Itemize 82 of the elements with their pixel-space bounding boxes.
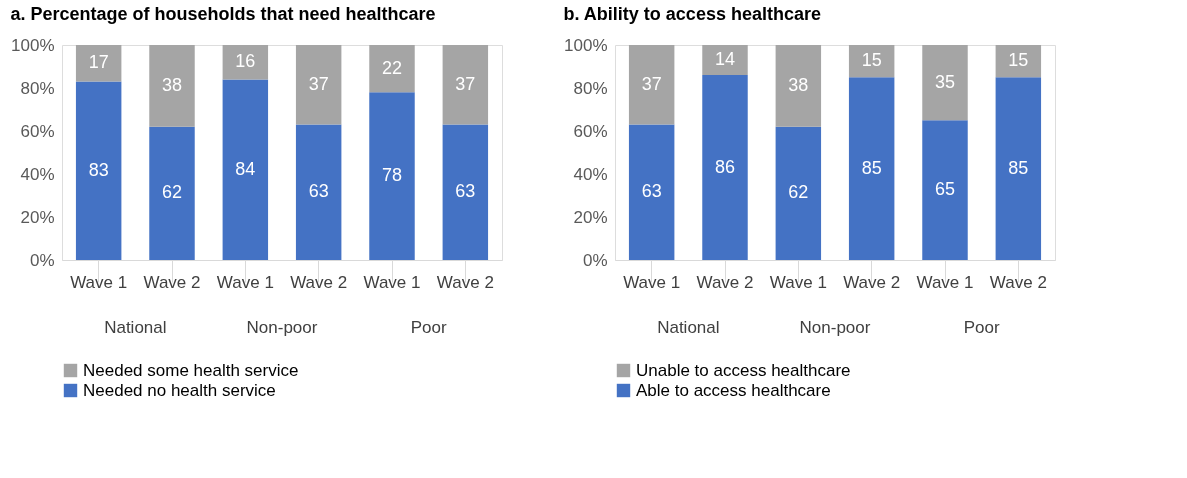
data-label: 15 [1008,50,1029,71]
bar [775,45,822,127]
text: Poor [410,318,447,337]
y-tick-label: 60% [20,121,55,141]
bar [702,75,748,260]
y-tick-label: 100% [11,35,55,55]
y-tick-label: 80% [573,78,608,98]
legend-label: Able to access healthcare [636,380,831,400]
data-label: 62 [788,182,809,203]
y-tick-label: 80% [20,78,55,98]
chart-title: b. Ability to access healthcare [563,4,821,24]
data-label: 37 [641,73,662,94]
bar [702,45,748,76]
data-label: 63 [455,181,476,202]
bar [628,124,675,260]
data-label: 17 [88,52,109,73]
bar [295,124,342,260]
bar [369,92,415,260]
bar [295,45,342,125]
chart-title: a. Percentage of households that need healthcare [10,4,436,24]
y-tick-label: 0% [582,250,608,270]
bar [922,120,968,260]
legend-label: Needed some health service [83,360,299,380]
x-tick-label: Wave 1 [216,272,274,292]
data-label: 84 [235,158,256,179]
x-tick-label: Wave 1 [916,272,974,292]
data-label: 38 [788,74,809,95]
data-label: 63 [641,181,662,202]
legend-label: Unable to access healthcare [636,360,851,380]
text: Poor [963,318,1000,337]
x-tick-label: Wave 1 [70,272,128,292]
x-tick-label: Wave 2 [143,272,201,292]
data-label: 15 [861,50,882,71]
text: Non-poor [799,318,871,337]
data-label: 38 [161,74,183,95]
bar [75,81,122,260]
x-tick-label: Wave 2 [436,272,494,292]
y-tick-label: 40% [573,164,608,184]
bar [75,45,122,82]
bar [369,45,415,93]
data-label: 83 [88,159,109,180]
data-label: 35 [934,71,956,92]
x-tick-label: Wave 2 [843,272,901,292]
y-tick-label: 60% [573,121,608,141]
data-label: 85 [861,157,882,178]
bar [922,45,968,121]
bar [149,45,195,127]
data-label: 62 [161,182,183,203]
bar [848,45,895,78]
data-label: 78 [381,165,403,186]
x-tick-label: Wave 1 [623,272,681,292]
text: Non-poor [246,318,318,337]
data-label: 85 [1008,157,1029,178]
bar [442,124,489,260]
x-tick-label: Wave 2 [290,272,348,292]
data-label: 37 [455,73,476,94]
y-tick-label: 40% [20,164,55,184]
data-label: 86 [714,156,736,177]
text: National [657,318,720,337]
text: National [104,318,167,337]
x-tick-label: Wave 2 [696,272,754,292]
bar [222,79,269,260]
bar [848,77,895,260]
data-label: 14 [714,49,736,70]
y-tick-label: 20% [20,207,55,227]
legend-label: Needed no health service [83,380,276,400]
bar [775,126,822,260]
x-tick-label: Wave 2 [989,272,1047,292]
data-label: 65 [934,179,956,200]
x-tick-label: Wave 1 [769,272,827,292]
bar [442,45,489,125]
data-label: 16 [235,51,256,72]
data-label: 37 [308,73,329,94]
bar [149,126,195,260]
y-tick-label: 100% [564,35,608,55]
data-label: 22 [381,57,403,78]
y-tick-label: 20% [573,207,608,227]
y-tick-label: 0% [29,250,55,270]
x-tick-label: Wave 1 [363,272,421,292]
bar [995,77,1042,260]
bar [628,45,675,125]
data-label: 63 [308,181,329,202]
